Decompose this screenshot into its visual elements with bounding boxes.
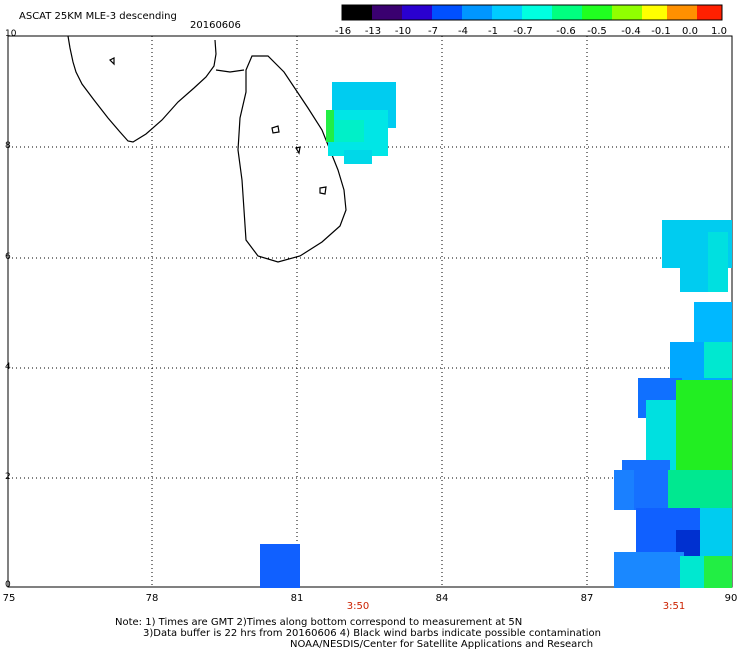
colorbar <box>341 4 723 21</box>
data-cell <box>680 262 710 292</box>
grid-lines <box>8 36 732 587</box>
colorbar-tick: -16 <box>334 26 352 37</box>
colorbar-segment <box>372 5 402 20</box>
colorbar-tick: -0.1 <box>651 26 671 37</box>
x-tick-label: 78 <box>145 593 159 604</box>
colorbar-segment <box>522 5 552 20</box>
note-line-1: Note: 1) Times are GMT 2)Times along bot… <box>115 617 523 628</box>
x-tick-label: 84 <box>435 593 449 604</box>
map-title: ASCAT 25KM MLE-3 descending <box>19 11 177 22</box>
x-tick-label: 90 <box>724 593 738 604</box>
colorbar-segment <box>552 5 582 20</box>
adams-bridge <box>215 69 245 73</box>
island-4 <box>295 146 301 155</box>
data-cell <box>614 470 634 510</box>
data-cell <box>326 110 334 142</box>
colorbar-segment <box>612 5 642 20</box>
colorbar-tick: -4 <box>458 26 468 37</box>
colorbar-tick: -7 <box>428 26 438 37</box>
data-cell <box>344 150 372 164</box>
colorbar-segment <box>462 5 492 20</box>
colorbar-segment <box>492 5 522 20</box>
y-tick-label: 4 <box>5 362 11 372</box>
data-cell <box>614 552 684 588</box>
colorbar-tick: -0.4 <box>621 26 641 37</box>
colorbar-tick: -10 <box>394 26 412 37</box>
map-date: 20160606 <box>190 20 241 31</box>
x-tick-label: 75 <box>2 593 16 604</box>
data-cell <box>704 342 732 378</box>
x-tick-label: 81 <box>290 593 304 604</box>
colorbar-segment <box>342 5 372 20</box>
data-cell <box>708 232 728 292</box>
scatterometer-cells <box>260 82 732 588</box>
time-label: 3:50 <box>346 601 370 612</box>
y-tick-label: 8 <box>5 141 11 151</box>
colorbar-tick: -0.6 <box>556 26 576 37</box>
note-line-2: 3)Data buffer is 22 hrs from 20160606 4)… <box>143 628 601 639</box>
data-cell <box>334 120 364 142</box>
island-2 <box>319 186 327 195</box>
colorbar-tick: -13 <box>364 26 382 37</box>
island-3 <box>108 57 115 66</box>
colorbar-segment <box>697 5 722 20</box>
y-tick-label: 10 <box>5 29 17 39</box>
data-cell <box>668 470 732 510</box>
colorbar-segment <box>667 5 697 20</box>
colorbar-segment <box>642 5 667 20</box>
india-coastline <box>67 35 217 143</box>
colorbar-tick: -1 <box>488 26 498 37</box>
note-line-3: NOAA/NESDIS/Center for Satellite Applica… <box>290 639 594 650</box>
y-tick-label: 2 <box>5 472 11 482</box>
data-cell <box>694 302 732 342</box>
data-cell <box>700 508 732 558</box>
colorbar-segment <box>432 5 462 20</box>
sri-lanka-coastline <box>237 55 347 263</box>
colorbar-tick: 1.0 <box>711 26 727 37</box>
y-tick-label: 6 <box>5 252 11 262</box>
island-1 <box>271 125 280 134</box>
colorbar-tick: 0.0 <box>682 26 698 37</box>
colorbar-frame <box>341 4 723 21</box>
data-cell <box>260 544 300 588</box>
colorbar-segment <box>402 5 432 20</box>
x-tick-label: 87 <box>580 593 594 604</box>
colorbar-tick: -0.7 <box>513 26 533 37</box>
y-tick-label: 0 <box>5 580 11 590</box>
coastline <box>67 35 347 263</box>
colorbar-segment <box>582 5 612 20</box>
data-cell <box>680 556 704 588</box>
time-label: 3:51 <box>662 601 686 612</box>
colorbar-tick: -0.5 <box>587 26 607 37</box>
data-cell <box>704 556 732 588</box>
